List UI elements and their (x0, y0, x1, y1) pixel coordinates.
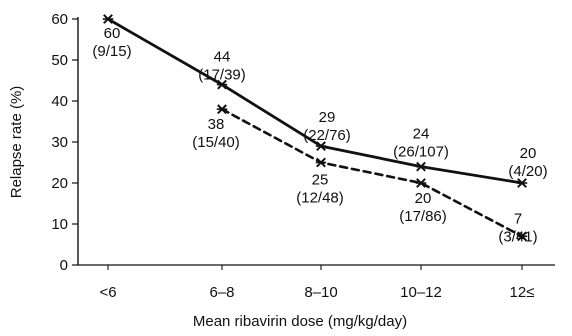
dashed-series-marker (315, 157, 327, 168)
data-label-value: 38 (208, 116, 225, 133)
data-label-value: 44 (214, 49, 231, 66)
data-label-count: (26/107) (393, 144, 449, 161)
data-label-count: (17/86) (399, 208, 447, 225)
dashed-series-marker (216, 104, 228, 115)
x-tick-label: 12≤ (510, 284, 535, 301)
y-tick-label: 40 (51, 93, 68, 110)
axes: 0 10 20 30 40 50 60 <6 6–8 8–10 10–12 12≤ (51, 11, 555, 301)
y-tick-label: 30 (51, 134, 68, 151)
solid-series-marker (415, 161, 427, 172)
data-label-count: (15/40) (192, 134, 240, 151)
solid-series-marker (315, 141, 327, 152)
data-label-value: 24 (413, 126, 430, 143)
solid-series-line (106, 17, 524, 185)
data-label-count: (4/20) (508, 163, 547, 180)
data-label-value: 60 (104, 25, 121, 42)
data-label-count: (22/76) (303, 127, 351, 144)
data-label-count: (17/39) (198, 67, 246, 84)
data-label-count: (9/15) (92, 43, 131, 60)
x-axis-label: Mean ribavirin dose (mg/kg/day) (193, 313, 407, 330)
data-label-value: 7 (514, 210, 522, 227)
solid-series-marker (102, 14, 114, 24)
data-label-value: 20 (415, 190, 432, 207)
dashed-series-line (220, 107, 524, 238)
y-tick-label: 10 (51, 216, 68, 233)
data-label-count: (12/48) (296, 190, 344, 207)
data-label-count: (3/41) (498, 228, 537, 245)
solid-series-marker (216, 79, 228, 90)
x-tick-label: 6–8 (209, 284, 234, 301)
x-tick-label: 8–10 (304, 284, 337, 301)
dashed-series-marker (516, 231, 528, 242)
y-tick-label: 50 (51, 52, 68, 69)
data-label-value: 20 (520, 145, 537, 162)
x-tick-label: 10–12 (400, 284, 442, 301)
data-labels-layer: 60(9/15) 44(17/39)29(22/76) 24(26/107) 20(4… (92, 25, 547, 245)
y-axis-label: Relapse rate (%) (8, 86, 25, 199)
y-tick-label: 60 (51, 11, 68, 28)
solid-series-marker (516, 178, 528, 188)
y-tick-label: 0 (60, 257, 68, 274)
series-layer (102, 14, 528, 242)
data-label-value: 25 (312, 172, 329, 189)
dashed-series-marker (415, 178, 427, 188)
x-tick-label: <6 (99, 284, 116, 301)
y-tick-label: 20 (51, 175, 68, 192)
data-label-value: 29 (319, 109, 336, 126)
